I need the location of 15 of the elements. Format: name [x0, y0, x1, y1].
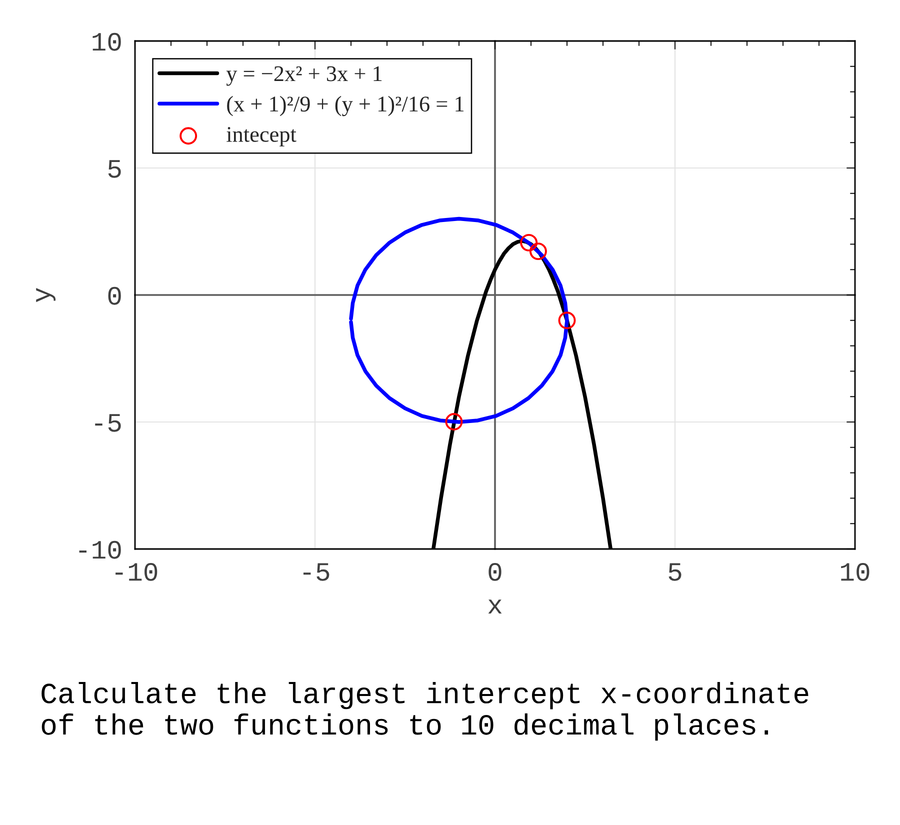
- x-tick-label: 0: [488, 562, 502, 581]
- y-tick-label: 5: [108, 160, 121, 178]
- y-tick-label: -5: [95, 414, 121, 432]
- y-tick-label: 10: [92, 32, 121, 51]
- y-tick-label: -10: [79, 540, 121, 559]
- x-tick-label: 10: [841, 562, 870, 581]
- text: Calculate the largest intercept x-coordinate of the two functions to 10 decimal places.: [42, 682, 808, 741]
- legend-label: intecept: [226, 126, 296, 146]
- y-tick-label: 0: [108, 286, 121, 305]
- y-axis-title: y: [36, 288, 56, 302]
- x-axis-title: x: [488, 600, 502, 614]
- x-tick-label: 5: [668, 563, 682, 581]
- x-tick-label: -5: [303, 563, 330, 581]
- legend-label: y = −2x² + 3x + 1: [226, 66, 382, 86]
- legend-label: (x + 1)²/9 + (y + 1)²/16 = 1: [227, 96, 464, 116]
